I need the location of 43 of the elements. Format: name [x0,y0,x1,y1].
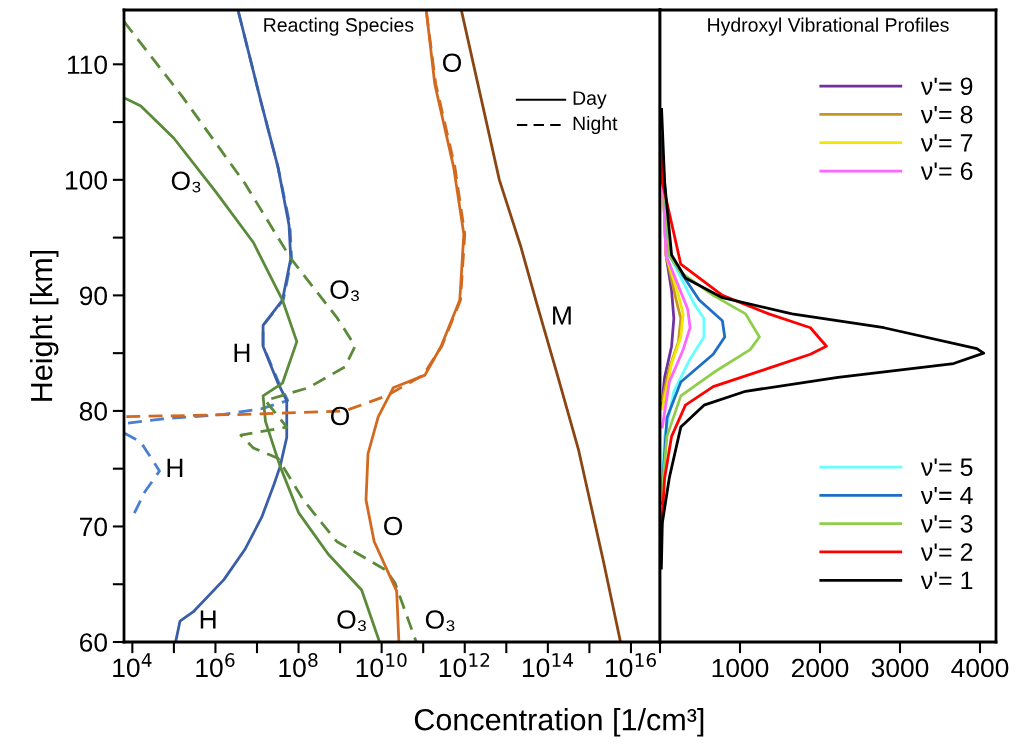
annotation: O₃ [171,171,201,193]
x-tick-label: 3000 [871,658,929,678]
y-axis-title: Height [km] [29,250,59,401]
x-axis-title: Concentration [1/cm³] [414,708,704,737]
x-tick-label: 10$^{6}$ [196,653,235,678]
legend-label: ν'= 3 [920,514,973,533]
x-tick-label: 1000 [712,658,769,678]
annotation: Night [573,115,618,135]
annotation: H [167,458,183,477]
legend-label: ν'= 4 [920,486,973,505]
annotation: O [330,406,350,426]
annotation: M [553,306,571,325]
annotation: H [234,343,250,362]
y-tick-label: 80 [79,402,107,421]
legend-label: ν'= 7 [920,134,973,152]
y-tick-label: 60 [80,633,107,652]
annotation: O₃ [337,610,366,631]
legend-label: ν'= 9 [920,77,973,96]
legend-label: ν'= 1 [920,571,973,590]
x-tick-label: 10$^{16}$ [606,653,656,678]
legend-label: ν'= 8 [920,105,973,124]
annotation: O [443,53,462,73]
x-tick-label: 2000 [791,658,849,678]
x-tick-label: 10$^{10}$ [356,653,407,678]
annotation: O₃ [425,610,455,631]
chart-title: Reacting Species [264,17,414,36]
legend-label: ν'= 2 [920,543,973,561]
x-tick-label: 10$^{8}$ [279,653,318,678]
y-tick-label: 100 [66,170,107,190]
annotation: H [200,610,216,629]
annotation: Day [573,91,607,109]
x-tick-label: 10$^{4}$ [113,653,152,678]
y-tick-label: 70 [80,517,107,537]
y-tick-label: 110 [67,55,107,75]
legend-label: ν'= 5 [920,458,973,477]
x-tick-label: 10$^{14}$ [522,653,574,678]
annotation: O [384,516,403,536]
y-tick-label: 90 [79,286,107,306]
legend-label: ν'= 6 [920,162,973,181]
x-tick-label: 4000 [951,658,1009,678]
chart-title: Hydroxyl Vibrational Profiles [708,17,949,36]
x-tick-label: 10$^{12}$ [439,653,490,678]
annotation: O₃ [330,280,359,302]
